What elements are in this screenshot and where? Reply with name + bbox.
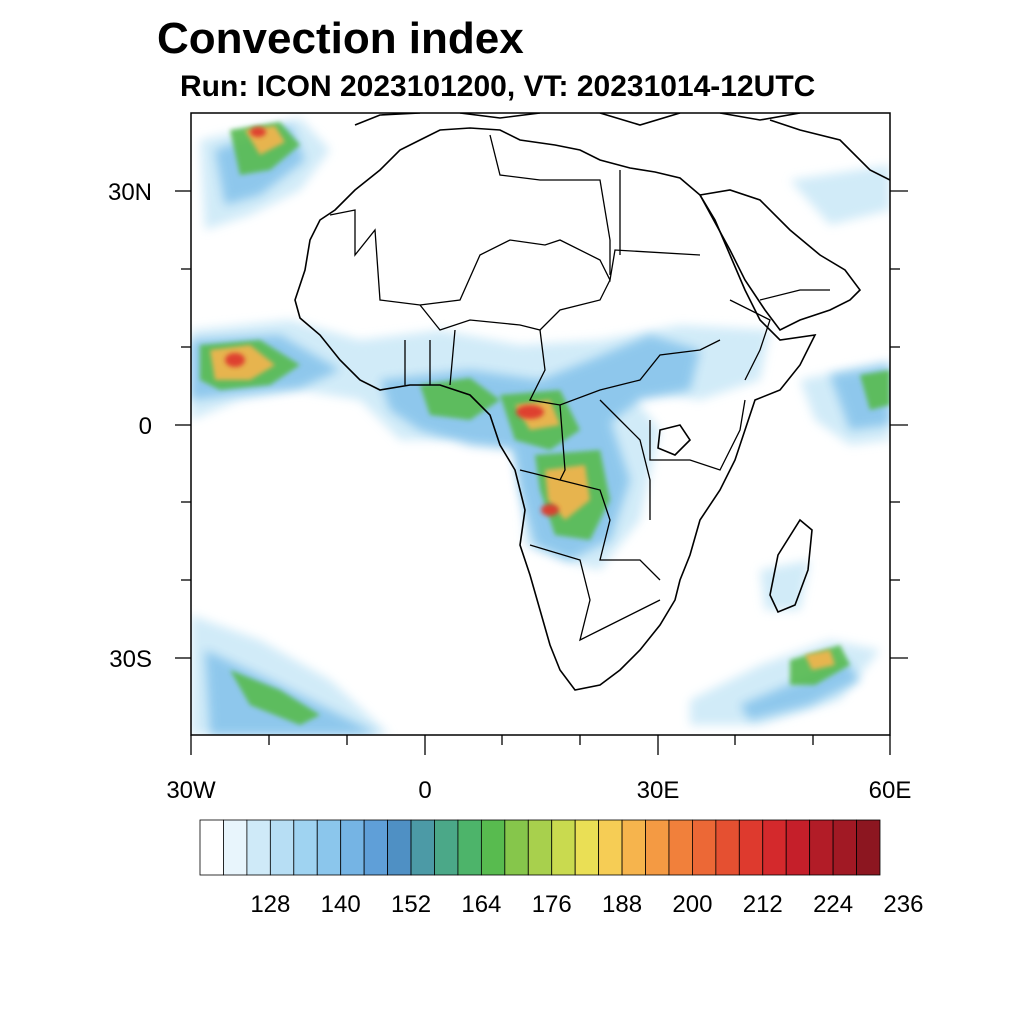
lon-label-60e: 60E — [869, 777, 912, 804]
country-borders — [329, 134, 830, 642]
field-arabia — [790, 165, 890, 225]
lat-label-30n: 30N — [108, 179, 152, 206]
europe-coastline — [354, 113, 801, 126]
colorbar-swatch — [199, 819, 224, 876]
africa-coastline — [294, 127, 817, 691]
colorbar-tick-label: 128 — [250, 891, 290, 918]
colorbar-swatch — [293, 819, 318, 876]
colorbar-swatch — [692, 819, 717, 876]
lat-label-30s: 30S — [109, 646, 152, 673]
colorbar-swatch — [785, 819, 811, 876]
colorbar-swatch — [223, 819, 248, 876]
colorbar-swatch — [645, 819, 670, 876]
chart-title: Convection index — [157, 14, 524, 63]
colorbar-tick-label: 152 — [391, 891, 431, 918]
colorbar-swatch — [269, 819, 295, 876]
colorbar-swatch — [246, 819, 271, 876]
colorbar-swatch — [410, 819, 435, 876]
colorbar-swatch — [527, 819, 553, 876]
colorbar-swatch — [551, 819, 576, 876]
colorbar-tick-label: 212 — [743, 891, 783, 918]
colorbar-swatch — [832, 819, 857, 876]
lat-ticks — [175, 190, 908, 659]
lon-label-30e: 30E — [637, 777, 680, 804]
colorbar-swatch — [668, 819, 693, 876]
colorbar-tick-label: 140 — [321, 891, 361, 918]
colorbar-tick-label: 176 — [532, 891, 572, 918]
coastlines — [294, 113, 890, 691]
colorbar-swatch — [574, 819, 600, 876]
convection-field — [191, 118, 890, 735]
colorbar-swatch — [809, 819, 834, 876]
colorbar-swatch — [340, 819, 365, 876]
colorbar-swatch — [715, 819, 740, 876]
colorbar-swatch — [738, 819, 764, 876]
lat-label-0: 0 — [139, 413, 152, 440]
colorbar — [199, 819, 881, 876]
colorbar-labels: 128 140 152 164 176 188 200 212 224 236 — [250, 891, 923, 918]
colorbar-swatch — [457, 819, 482, 876]
map-frame — [190, 112, 891, 736]
colorbar-swatch — [387, 819, 412, 876]
lon-ticks — [190, 735, 891, 755]
lon-label-30w: 30W — [166, 777, 216, 804]
colorbar-tick-label: 224 — [813, 891, 853, 918]
lake-victoria — [657, 424, 692, 456]
colorbar-swatch — [480, 819, 506, 876]
chart-subtitle: Run: ICON 2023101200, VT: 20231014-12UTC — [180, 70, 816, 103]
colorbar-swatch — [621, 819, 646, 876]
madagascar-coastline — [769, 518, 813, 614]
colorbar-tick-label: 200 — [672, 891, 712, 918]
colorbar-swatch — [316, 819, 342, 876]
colorbar-swatch — [504, 819, 529, 876]
colorbar-tick-label: 164 — [461, 891, 501, 918]
colorbar-tick-label: 236 — [883, 891, 923, 918]
colorbar-swatch — [856, 819, 881, 876]
arabia-coastline — [698, 119, 890, 332]
colorbar-swatch — [363, 819, 388, 876]
colorbar-swatch — [762, 819, 787, 876]
colorbar-swatch — [434, 819, 459, 876]
lon-label-0: 0 — [418, 777, 431, 804]
colorbar-swatch — [598, 819, 623, 876]
colorbar-tick-label: 188 — [602, 891, 642, 918]
